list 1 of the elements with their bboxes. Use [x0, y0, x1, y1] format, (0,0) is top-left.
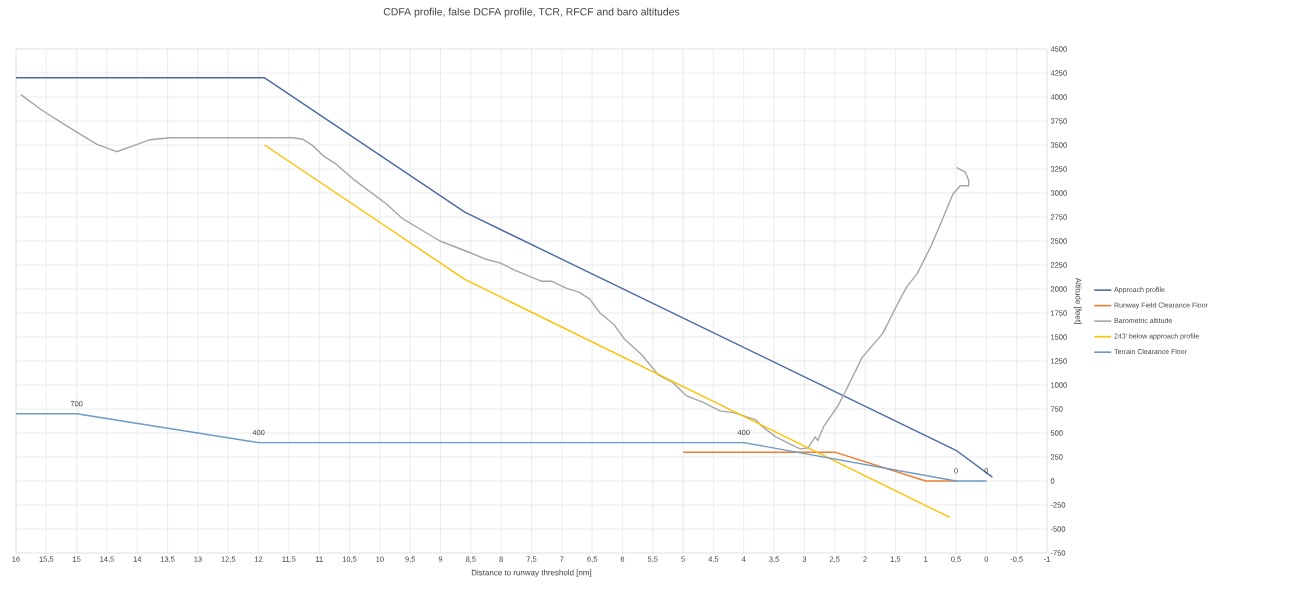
chart-title: CDFA profile, false DCFA profile, TCR, RFCF and baro altitudes — [383, 7, 680, 18]
